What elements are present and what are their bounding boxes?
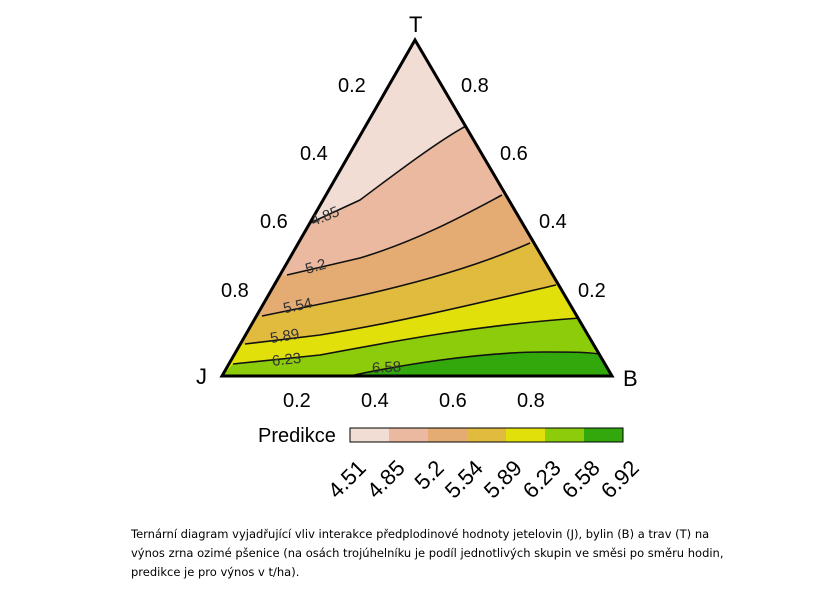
contour-line-5.54 xyxy=(261,242,531,317)
contour-line-5.89 xyxy=(244,284,557,345)
legend-swatch xyxy=(584,428,623,442)
contour-label: 5.54 xyxy=(282,295,314,318)
contour-label: 6.58 xyxy=(372,358,402,377)
left-edge-ticks: 0.2 0.4 0.6 0.8 xyxy=(221,75,366,302)
legend-break-label: 5.54 xyxy=(440,455,488,503)
tick-label: 0.6 xyxy=(500,143,528,165)
contour-line-6.58 xyxy=(349,351,606,376)
tick-label: 0.2 xyxy=(338,75,366,97)
contour-line-4.85 xyxy=(307,125,467,225)
legend-break-label: 6.23 xyxy=(518,455,566,503)
legend-break-label: 5.89 xyxy=(479,455,527,503)
triangle-outline xyxy=(219,37,615,378)
region-6.58 xyxy=(222,352,612,376)
tick-label: 0.6 xyxy=(260,211,288,233)
tick-label: 0.4 xyxy=(539,211,567,233)
tick-label: 0.8 xyxy=(461,75,489,97)
contour-line-5.2 xyxy=(286,194,503,276)
tick-label: 0.8 xyxy=(221,280,249,302)
tick-label: 0.4 xyxy=(361,390,389,412)
contour-line-6.23 xyxy=(232,317,581,365)
vertex-label-right: B xyxy=(623,366,638,391)
ternary-figure: 4.85 5.2 5.54 5.89 6.23 6.58 T J B 0.2 0… xyxy=(196,12,644,503)
vertex-label-top: T xyxy=(409,12,422,37)
legend: Predikce 4.514.85 5.25.545.896.236.586.92 xyxy=(258,425,644,503)
legend-swatch xyxy=(467,428,506,442)
contour-label: 5.89 xyxy=(269,326,301,347)
legend-tick-labels: 4.514.85 5.25.545.896.236.586.92 xyxy=(323,455,644,503)
tick-label: 0.4 xyxy=(300,143,328,165)
legend-break-label: 4.51 xyxy=(323,455,371,503)
vertex-label-left: J xyxy=(196,364,207,389)
right-edge-ticks: 0.8 0.6 0.4 0.2 xyxy=(461,75,606,302)
tick-label: 0.8 xyxy=(517,390,545,412)
contour-regions xyxy=(222,40,612,376)
legend-swatch xyxy=(389,428,428,442)
tick-label: 0.2 xyxy=(578,280,606,302)
contour-label: 6.23 xyxy=(271,350,302,370)
tick-label: 0.6 xyxy=(439,390,467,412)
legend-swatch xyxy=(506,428,545,442)
legend-colorbar xyxy=(350,428,623,442)
legend-swatch xyxy=(428,428,467,442)
bottom-edge-ticks: 0.2 0.4 0.6 0.8 xyxy=(283,390,545,412)
legend-swatch xyxy=(350,428,389,442)
legend-title: Predikce xyxy=(258,425,336,447)
legend-break-label: 6.58 xyxy=(557,455,605,503)
tick-label: 0.2 xyxy=(283,390,311,412)
contour-lines xyxy=(232,125,606,376)
legend-swatch xyxy=(545,428,584,442)
legend-colorbar-border xyxy=(349,427,624,443)
figure-caption: Ternární diagram vyjadřující vliv intera… xyxy=(131,527,724,579)
contour-label: 5.2 xyxy=(303,256,328,278)
legend-break-label: 6.92 xyxy=(596,455,644,503)
legend-break-label: 4.85 xyxy=(362,455,410,503)
